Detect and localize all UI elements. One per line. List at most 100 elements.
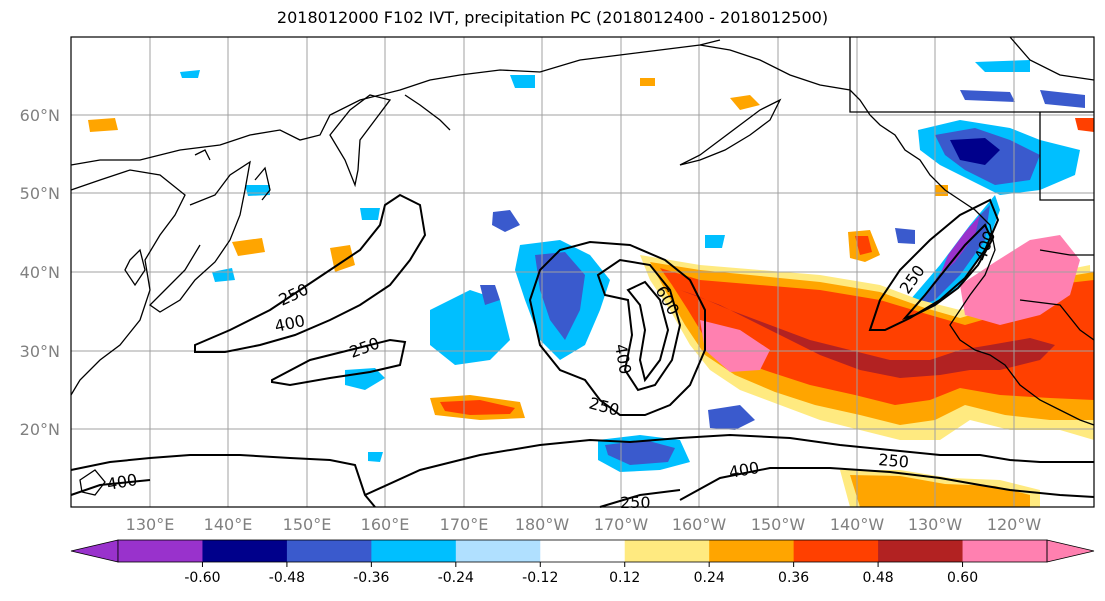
contour-label-250-se: 250 — [878, 450, 910, 472]
colorbar-segment — [455, 540, 541, 562]
colorbar-tick-label: 0.48 — [863, 570, 894, 586]
coastline — [70, 169, 186, 396]
lon-label: 130°E — [126, 515, 175, 534]
ivt-contour-line — [626, 280, 670, 383]
precip-region — [88, 118, 118, 132]
precip-region — [640, 78, 655, 86]
precip-region — [895, 228, 915, 244]
coastline — [849, 37, 1094, 113]
ivt-contour-line — [596, 258, 682, 392]
precip-region — [950, 138, 1000, 165]
precip-region — [1075, 118, 1094, 132]
colorbar-tick-label: -0.48 — [269, 570, 305, 586]
latitude-labels: 20°N 30°N 40°N 50°N 60°N — [20, 106, 60, 439]
gridlines — [71, 37, 1094, 507]
lat-label: 30°N — [20, 342, 60, 361]
precip-region — [705, 235, 725, 248]
ivt-contour-line — [679, 467, 1095, 501]
coastline — [79, 469, 106, 496]
coastline — [148, 160, 251, 313]
colorbar-segment — [878, 540, 964, 562]
ivt-contour-line — [70, 454, 376, 508]
longitude-labels: 130°E 140°E 150°E 160°E 170°E 180°W 170°… — [126, 515, 1042, 534]
colorbar-segment — [371, 540, 457, 562]
precip-region — [960, 235, 1080, 325]
coastline — [1039, 112, 1094, 201]
colorbar-segment — [709, 540, 795, 562]
contour-label-250-bottom: 250 — [620, 493, 651, 512]
colorbar-tick-label: 0.60 — [947, 570, 978, 586]
lat-label: 50°N — [20, 184, 60, 203]
lat-label: 20°N — [20, 420, 60, 439]
lon-label: 140°E — [204, 515, 253, 534]
lat-label: 60°N — [20, 106, 60, 125]
colorbar-segment — [118, 540, 203, 562]
lon-label: 170°W — [594, 515, 649, 534]
precip-region — [480, 285, 500, 305]
colorbar-outline — [117, 539, 1048, 563]
precip-region — [368, 452, 383, 462]
precip-region — [660, 268, 1094, 405]
colorbar-segment — [202, 540, 288, 562]
colorbar-tick-label: -0.36 — [353, 570, 389, 586]
coastlines — [70, 36, 1095, 496]
map-title: 2018012000 F102 IVT, precipitation PC (2… — [276, 8, 829, 27]
precip-region — [708, 405, 755, 430]
precip-region — [535, 252, 585, 340]
ivt-contours — [70, 193, 1095, 508]
coastline — [1039, 249, 1094, 256]
colorbar-segment — [286, 540, 372, 562]
precip-region — [440, 400, 515, 415]
precip-region — [360, 208, 380, 220]
lon-label: 150°E — [283, 515, 332, 534]
precip-region — [232, 238, 265, 256]
lon-label: 150°W — [751, 515, 806, 534]
coastline — [254, 166, 271, 201]
precip-region — [850, 475, 1030, 507]
precip-region — [680, 290, 1055, 378]
precip-region — [430, 290, 510, 365]
coastline — [1009, 36, 1095, 81]
coastline — [194, 149, 211, 161]
ivt-contour-line — [271, 338, 407, 387]
colorbar-tick-label: -0.24 — [438, 570, 474, 586]
precip-region — [730, 95, 760, 110]
ivt-contour-line — [868, 198, 1000, 331]
coastline — [124, 248, 146, 287]
colorbar-tick-label: 0.24 — [694, 570, 725, 586]
lon-label: 160°W — [672, 515, 727, 534]
ivt-contour-line — [194, 193, 427, 353]
colorbar-segment — [962, 540, 1048, 562]
precip-region — [855, 236, 872, 255]
lon-label: 130°W — [908, 515, 963, 534]
coastline — [1019, 299, 1095, 341]
colorbar-tick-label: -0.60 — [184, 570, 220, 586]
coastline — [329, 94, 392, 188]
precip-region — [960, 90, 1015, 102]
precip-region — [180, 70, 200, 78]
ivt-contour-line — [528, 240, 706, 416]
ivt-contour-line — [364, 433, 1094, 496]
precip-region — [492, 210, 520, 232]
colorbar-segment — [624, 540, 710, 562]
colorbar: -0.60 -0.48 -0.36 -0.24 -0.12 0.12 0.24 0.36 0.4… — [70, 539, 1095, 586]
precip-region — [605, 440, 675, 465]
colorbar-segment — [540, 540, 626, 562]
lon-label: 120°W — [987, 515, 1042, 534]
lon-label: 160°E — [361, 515, 410, 534]
colorbar-extend-max — [1046, 539, 1095, 563]
lat-label: 40°N — [20, 263, 60, 282]
coastline — [404, 94, 451, 131]
colorbar-segment — [793, 540, 879, 562]
map-frame — [70, 36, 1095, 508]
ivt-contour-line — [70, 479, 151, 496]
precip-region — [700, 320, 770, 372]
precip-region — [1040, 90, 1085, 108]
precip-region — [940, 215, 980, 275]
ivt-contour-line — [901, 223, 994, 320]
precipitation-field-layer — [88, 60, 1094, 507]
lon-label: 170°E — [440, 515, 489, 534]
ivt-contour-line — [599, 489, 681, 508]
colorbar-tick-label: 0.36 — [778, 570, 809, 586]
